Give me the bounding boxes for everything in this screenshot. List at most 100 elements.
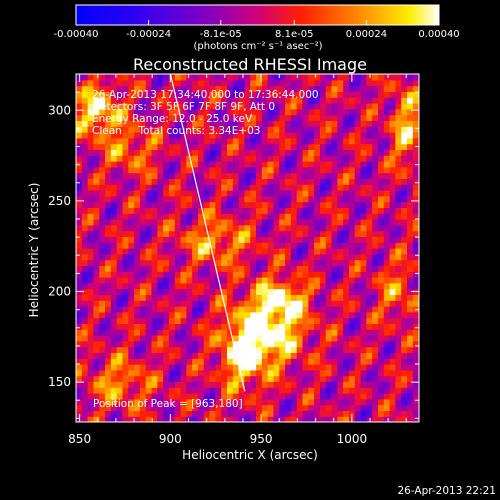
heatmap-cell (128, 172, 135, 179)
heatmap-cell (261, 265, 269, 272)
heatmap-cell (157, 85, 164, 92)
heatmap-cell (383, 219, 391, 226)
heatmap-cell (395, 288, 402, 295)
heatmap-cell (296, 311, 304, 319)
heatmap-cell (348, 387, 356, 394)
heatmap-cell (261, 132, 269, 139)
heatmap-cell (389, 195, 397, 203)
heatmap-cell (407, 259, 414, 266)
heatmap-cell (180, 108, 187, 116)
heatmap-cell (383, 103, 391, 110)
heatmap-cell (337, 85, 344, 92)
heatmap-cell (157, 103, 164, 110)
heatmap-cell (122, 387, 129, 394)
heatmap-cell (389, 416, 397, 422)
heatmap-cell (348, 207, 356, 214)
heatmap-cell (273, 108, 280, 116)
heatmap-cell (238, 294, 246, 301)
heatmap-cell (296, 114, 304, 121)
heatmap-cell (110, 224, 118, 232)
heatmap-cell (389, 410, 397, 417)
heatmap-cell (372, 114, 379, 121)
heatmap-cell (256, 132, 263, 139)
heatmap-cell (389, 387, 397, 394)
heatmap-cell (418, 143, 419, 150)
heatmap-cell (366, 126, 373, 133)
heatmap-cell (360, 103, 367, 110)
heatmap-cell (168, 265, 176, 272)
heatmap-cell (279, 155, 286, 162)
heatmap-cell (87, 364, 95, 371)
heatmap-cell (354, 375, 362, 382)
heatmap-cell (197, 265, 205, 272)
heatmap-cell (93, 219, 100, 226)
heatmap-cell (174, 358, 182, 365)
heatmap-cell (244, 335, 251, 342)
heatmap-cell (401, 213, 408, 220)
heatmap-cell (285, 201, 292, 208)
heatmap-cell (331, 195, 338, 203)
heatmap-cell (203, 230, 211, 237)
heatmap-cell (296, 184, 304, 191)
heatmap-cell (308, 137, 315, 145)
heatmap-cell (180, 91, 187, 98)
heatmap-cell (418, 323, 419, 330)
heatmap-cell (250, 137, 257, 145)
heatmap-cell (348, 137, 356, 145)
heatmap-cell (151, 242, 158, 249)
heatmap-cell (151, 184, 158, 191)
heatmap-cell (267, 346, 275, 353)
heatmap-cell (203, 323, 211, 330)
heatmap-cell (296, 178, 304, 185)
heatmap-cell (93, 236, 100, 243)
heatmap-cell (197, 207, 205, 214)
heatmap-cell (221, 346, 228, 353)
heatmap-cell (180, 166, 187, 174)
heatmap-cell (163, 259, 170, 266)
heatmap-cell (81, 213, 89, 220)
heatmap-cell (319, 120, 327, 127)
heatmap-cell (81, 242, 89, 249)
heatmap-cell (372, 236, 379, 243)
heatmap-cell (81, 166, 89, 174)
heatmap-cell (186, 85, 193, 92)
heatmap-cell (238, 340, 246, 348)
heatmap-cell (122, 242, 129, 249)
heatmap-cell (256, 230, 263, 237)
heatmap-cell (209, 340, 216, 348)
heatmap-cell (250, 230, 257, 237)
heatmap-cell (261, 404, 269, 411)
heatmap-cell (337, 282, 344, 290)
heatmap-cell (256, 137, 263, 145)
heatmap-cell (87, 375, 95, 382)
heatmap-cell (197, 375, 205, 382)
heatmap-cell (203, 103, 211, 110)
heatmap-cell (81, 74, 89, 81)
heatmap-cell (372, 184, 379, 191)
heatmap-cell (99, 85, 106, 92)
heatmap-cell (157, 248, 164, 255)
heatmap-cell (203, 108, 211, 116)
heatmap-cell (168, 149, 176, 156)
heatmap-cell (145, 236, 153, 243)
heatmap-cell (93, 265, 100, 272)
heatmap-cell (238, 91, 246, 98)
heatmap-cell (412, 149, 419, 156)
heatmap-cell (163, 85, 170, 92)
heatmap-cell (360, 369, 367, 377)
heatmap-cell (139, 149, 147, 156)
heatmap-cell (145, 207, 153, 214)
heatmap-cell (93, 248, 100, 255)
heatmap-cell (209, 323, 216, 330)
heatmap-cell (395, 410, 402, 417)
heatmap-cell (343, 404, 350, 411)
heatmap-cell (226, 219, 234, 226)
heatmap-cell (319, 300, 327, 307)
heatmap-cell (203, 91, 211, 98)
heatmap-cell (110, 398, 118, 406)
heatmap-cell (221, 288, 228, 295)
heatmap-cell (81, 224, 89, 232)
heatmap-cell (116, 294, 124, 301)
heatmap-cell (267, 271, 275, 278)
heatmap-cell (134, 224, 141, 232)
